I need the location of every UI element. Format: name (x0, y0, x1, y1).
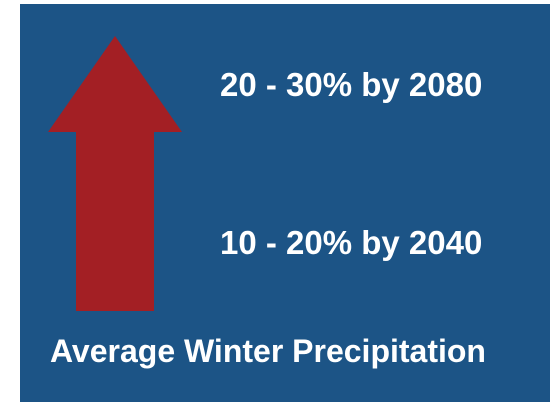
projection-2040-label: 10 - 20% by 2040 (220, 224, 483, 261)
caption-label: Average Winter Precipitation (50, 333, 486, 369)
projection-2080-label: 20 - 30% by 2080 (220, 66, 483, 103)
up-arrow-icon (48, 36, 182, 311)
arrow-shape (48, 36, 182, 311)
